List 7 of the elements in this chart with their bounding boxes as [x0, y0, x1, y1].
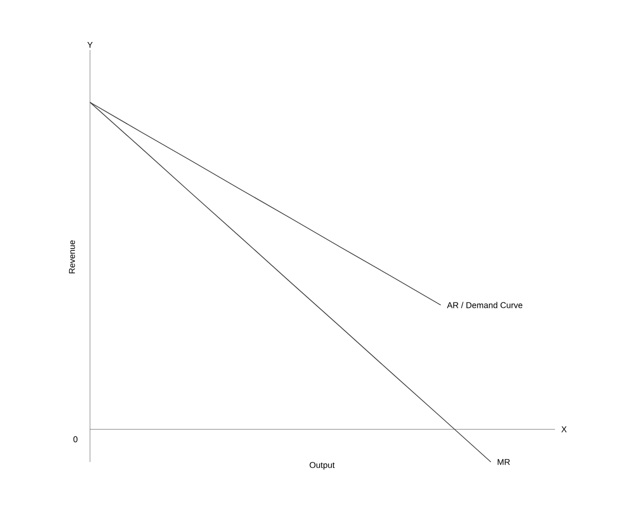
series-label: MR — [498, 459, 510, 465]
text: Y — [87, 42, 93, 48]
text: X — [561, 426, 567, 432]
y-axis-title: Revenue — [69, 240, 75, 274]
x-axis-title: Output — [310, 462, 335, 470]
text: 0 — [73, 436, 78, 442]
series-label: AR / Demand Curve — [446, 302, 522, 308]
